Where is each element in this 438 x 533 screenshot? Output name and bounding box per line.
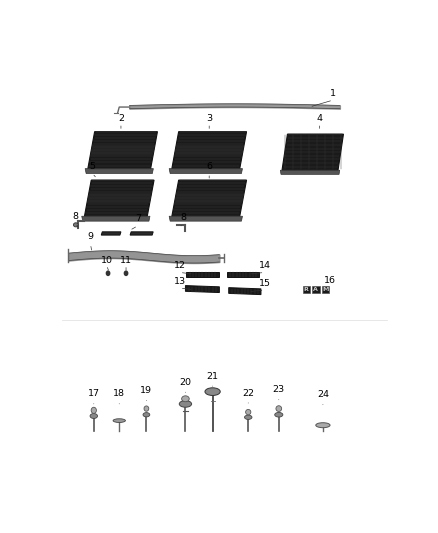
Text: 13: 13 <box>173 277 186 286</box>
Text: 10: 10 <box>101 256 113 265</box>
Polygon shape <box>169 216 243 221</box>
Polygon shape <box>82 216 150 221</box>
Polygon shape <box>101 232 121 235</box>
Ellipse shape <box>90 414 98 418</box>
Polygon shape <box>85 168 153 174</box>
Polygon shape <box>185 286 219 293</box>
Text: 21: 21 <box>207 372 219 381</box>
Text: 3: 3 <box>206 115 212 124</box>
Ellipse shape <box>316 423 330 427</box>
Text: 4: 4 <box>317 115 322 124</box>
Text: 16: 16 <box>324 276 336 285</box>
Text: 24: 24 <box>317 390 329 399</box>
Text: 20: 20 <box>180 378 191 387</box>
Ellipse shape <box>143 413 150 417</box>
Polygon shape <box>280 170 340 174</box>
Ellipse shape <box>106 270 110 276</box>
Text: 22: 22 <box>242 389 254 398</box>
FancyBboxPatch shape <box>312 286 320 293</box>
Polygon shape <box>130 232 153 235</box>
Ellipse shape <box>275 413 283 417</box>
Text: 8: 8 <box>72 212 78 221</box>
Text: 1: 1 <box>330 88 336 98</box>
Text: 7: 7 <box>135 214 141 223</box>
Text: 17: 17 <box>88 390 100 399</box>
Ellipse shape <box>144 406 149 411</box>
Text: 18: 18 <box>113 390 125 399</box>
Text: A: A <box>313 287 318 292</box>
Polygon shape <box>229 288 261 295</box>
Ellipse shape <box>74 223 78 227</box>
FancyBboxPatch shape <box>321 286 329 293</box>
Polygon shape <box>85 180 154 216</box>
Polygon shape <box>174 193 244 203</box>
FancyBboxPatch shape <box>303 286 310 293</box>
Text: 8: 8 <box>181 213 187 222</box>
Polygon shape <box>88 132 157 168</box>
Ellipse shape <box>113 419 125 423</box>
Polygon shape <box>186 272 219 277</box>
Ellipse shape <box>246 409 251 415</box>
Polygon shape <box>282 134 343 170</box>
Text: 5: 5 <box>89 161 95 171</box>
Text: 19: 19 <box>141 386 152 395</box>
Polygon shape <box>227 272 259 277</box>
Polygon shape <box>87 193 152 203</box>
Polygon shape <box>174 145 244 155</box>
Text: M: M <box>322 287 328 292</box>
Text: R: R <box>304 287 309 292</box>
Text: 23: 23 <box>273 385 285 394</box>
Text: 14: 14 <box>258 261 271 270</box>
Text: 2: 2 <box>118 115 124 124</box>
Text: 15: 15 <box>258 279 271 288</box>
Ellipse shape <box>182 396 189 402</box>
Polygon shape <box>169 168 243 174</box>
Ellipse shape <box>91 407 96 414</box>
Ellipse shape <box>244 415 252 419</box>
Text: 11: 11 <box>120 256 132 265</box>
Polygon shape <box>90 145 155 155</box>
Ellipse shape <box>276 406 282 411</box>
Polygon shape <box>172 180 247 216</box>
Ellipse shape <box>205 388 220 395</box>
Text: 9: 9 <box>88 232 93 241</box>
Text: 6: 6 <box>206 161 212 171</box>
Ellipse shape <box>179 401 191 407</box>
Text: 12: 12 <box>174 261 186 270</box>
Ellipse shape <box>124 270 128 276</box>
Polygon shape <box>172 132 247 168</box>
